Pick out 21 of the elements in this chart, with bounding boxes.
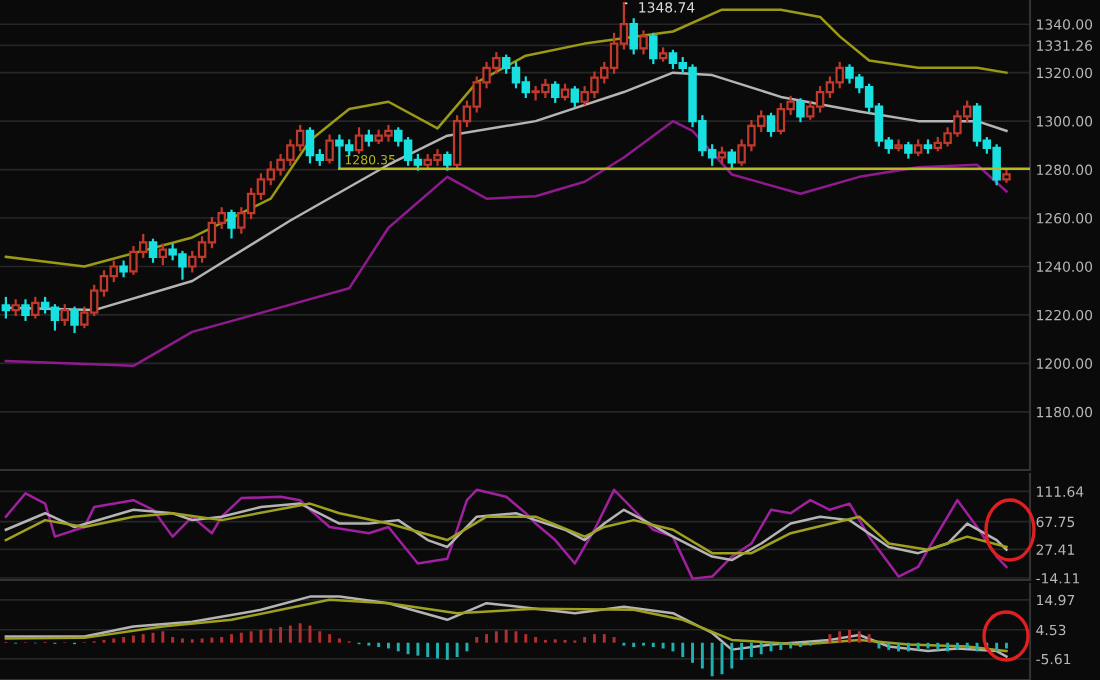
candlestick xyxy=(148,238,158,263)
candlestick xyxy=(550,81,560,103)
line-series xyxy=(4,119,1008,368)
candlestick xyxy=(60,304,69,326)
candlestick xyxy=(1,296,11,319)
candlestick xyxy=(21,299,30,321)
candlestick xyxy=(639,30,648,55)
candlestick xyxy=(796,98,805,123)
candlestick xyxy=(894,139,903,152)
candlestick xyxy=(354,127,364,154)
candlestick xyxy=(70,306,79,334)
candlestick xyxy=(227,209,236,239)
line-series xyxy=(4,488,1008,580)
candlestick xyxy=(649,32,658,65)
line-series xyxy=(4,71,1008,312)
candlestick xyxy=(158,243,168,266)
candlestick xyxy=(629,18,638,55)
candlestick xyxy=(31,296,40,319)
candlestick xyxy=(570,86,580,108)
candlestick xyxy=(325,134,334,164)
candlestick xyxy=(766,112,776,137)
